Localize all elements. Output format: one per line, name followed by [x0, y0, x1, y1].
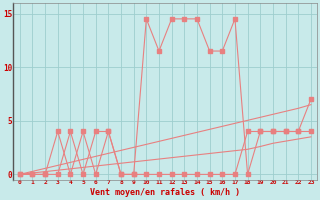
X-axis label: Vent moyen/en rafales ( km/h ): Vent moyen/en rafales ( km/h ): [90, 188, 240, 197]
